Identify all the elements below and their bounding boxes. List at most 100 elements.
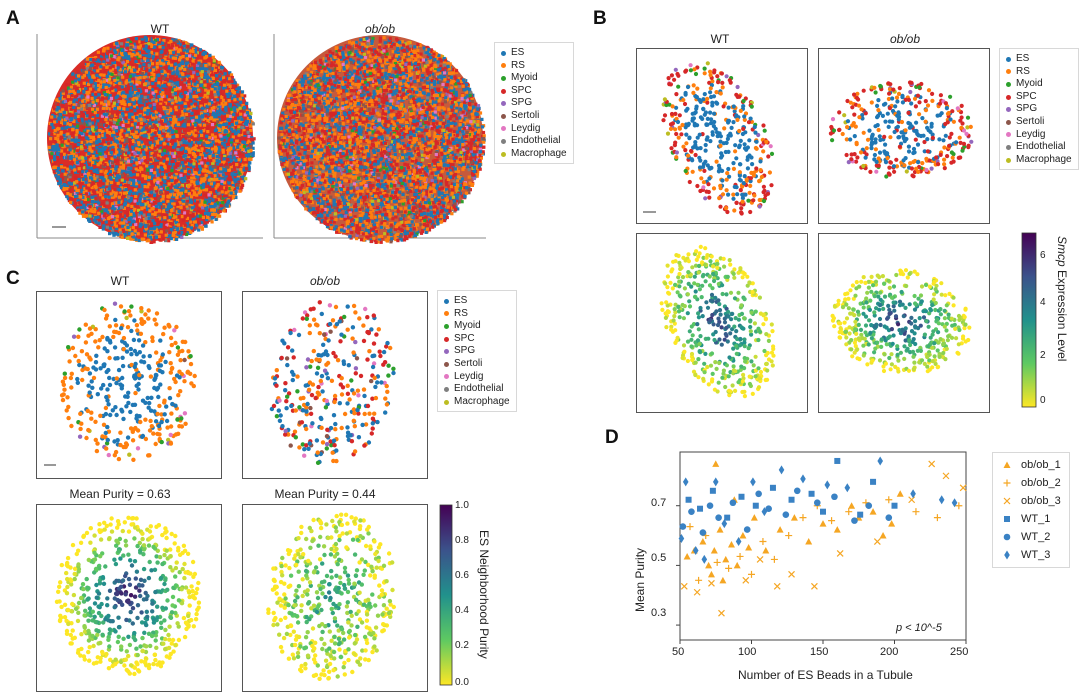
panel-b-wt-dots (661, 61, 775, 216)
chart-legend-entry: ob/ob_3 (1001, 492, 1061, 510)
chart-point (833, 526, 841, 533)
chart-ytick: 0.7 (651, 497, 667, 509)
chart-point (834, 457, 841, 464)
legend-label: Endothelial (1016, 141, 1066, 153)
chart-ytick: 0.3 (651, 607, 667, 619)
chart-point (682, 477, 689, 487)
legend-label: ES (454, 295, 468, 306)
chart-point (685, 496, 692, 503)
panel-c-title-obob: ob/ob (309, 274, 341, 288)
panel-c-cbar-tick: 0.0 (455, 677, 469, 688)
panel-a-legend: ES RS Myoid SPC SPG Sertoli Leydig Endothelial M… (494, 42, 574, 165)
chart-point (724, 514, 731, 521)
panel-label-c: C (6, 268, 20, 289)
panel-c-purity-obob: Mean Purity = 0.44 (274, 487, 376, 501)
chart-point (820, 508, 826, 515)
legend-marker (444, 361, 449, 367)
chart-legend-marker (1003, 497, 1011, 505)
panel-a-legend-entry: RS (501, 60, 567, 73)
legend-marker (1006, 107, 1011, 113)
chart-legend-marker (1004, 516, 1010, 522)
chart-point (955, 502, 963, 510)
panel-b-legend-entry: ES (1006, 53, 1072, 66)
panel-c-legend-entry: SPG (444, 345, 510, 358)
legend-label: SPC (1016, 90, 1037, 102)
chart-point (727, 541, 735, 548)
legend-marker (501, 113, 506, 119)
legend-label: RS (454, 307, 468, 319)
chart-point (679, 523, 687, 530)
chart-point (733, 561, 741, 569)
panel-c-legend: ES RS Myoid SPC SPG Sertoli Leydig Endothelial M… (437, 290, 517, 413)
chart-point (776, 526, 784, 533)
legend-label: Endothelial (511, 135, 561, 147)
legend-marker (501, 88, 506, 94)
legend-label: RS (1016, 65, 1030, 77)
legend-label: SPC (454, 332, 475, 344)
chart-series-WT_2 (679, 487, 893, 536)
chart-point (942, 472, 950, 480)
chart-point (719, 576, 727, 584)
chart-point (722, 555, 730, 563)
chart-point (718, 609, 725, 617)
chart-legend-marker (1004, 550, 1010, 560)
panel-b-title-wt: WT (710, 32, 730, 46)
chart-point (735, 537, 742, 547)
panel-a-legend-entry: Sertoli (501, 110, 567, 123)
panel-b-legend-entry: Endothelial (1006, 141, 1072, 154)
chart-point (706, 502, 714, 510)
chart-point (896, 490, 904, 497)
legend-label: Sertoli (1016, 115, 1045, 127)
chart-point (813, 499, 821, 507)
legend-marker (501, 75, 506, 81)
panel-c-wt-purity-dots (54, 515, 202, 677)
legend-marker (1006, 94, 1011, 100)
chart-legend-label: ob/ob_2 (1021, 477, 1061, 489)
legend-marker (1006, 69, 1011, 75)
panel-b-title-obob: ob/ob (889, 32, 921, 46)
panel-c-legend-entry: RS (444, 308, 510, 321)
panel-b-colorbar (1021, 232, 1037, 408)
chart-point (788, 570, 795, 578)
panel-b-cbar-tick: 4 (1040, 297, 1046, 308)
chart-point (715, 514, 722, 521)
legend-marker (1006, 157, 1011, 163)
panel-a-legend-entry: Endothelial (501, 135, 567, 148)
panel-c-legend-entry: Macrophage (444, 396, 510, 409)
chart-xtick: 250 (950, 646, 969, 658)
panel-b-legend-entry: Leydig (1006, 129, 1072, 142)
chart-point (701, 554, 708, 564)
chart-point (951, 498, 958, 508)
chart-point (844, 483, 851, 493)
chart-legend-entry: WT_2 (1001, 528, 1061, 546)
panel-c-legend-entry: Myoid (444, 320, 510, 333)
legend-label: Macrophage (1016, 153, 1072, 165)
chart-point (680, 582, 688, 590)
chart-point (713, 558, 721, 566)
chart-point (865, 502, 873, 510)
panel-a-legend-entry: Leydig (501, 123, 567, 136)
chart-legend-marker (1003, 533, 1011, 541)
chart-legend-label: ob/ob_1 (1021, 459, 1061, 471)
chart-point (762, 546, 770, 554)
legend-marker (1006, 132, 1011, 138)
panel-c-cbar-tick: 0.8 (455, 535, 469, 546)
chart-point (799, 514, 807, 522)
chart-point (750, 477, 756, 487)
panel-c-colorbar (439, 504, 453, 686)
chart-point (678, 534, 685, 544)
panel-b-legend-entry: Myoid (1006, 78, 1072, 91)
chart-point (805, 538, 813, 545)
legend-symbol (1004, 550, 1010, 560)
chart-point (959, 484, 967, 492)
chart-legend-label: WT_1 (1021, 513, 1051, 525)
legend-symbol (1003, 533, 1011, 541)
chart-xtick: 150 (810, 646, 829, 658)
chart-point (708, 579, 715, 587)
chart-point (725, 564, 733, 572)
chart-point (836, 550, 844, 557)
legend-symbol (1003, 461, 1011, 468)
legend-marker (1006, 144, 1011, 150)
panel-a-legend-entry: Myoid (501, 72, 567, 85)
chart-point (808, 490, 815, 497)
